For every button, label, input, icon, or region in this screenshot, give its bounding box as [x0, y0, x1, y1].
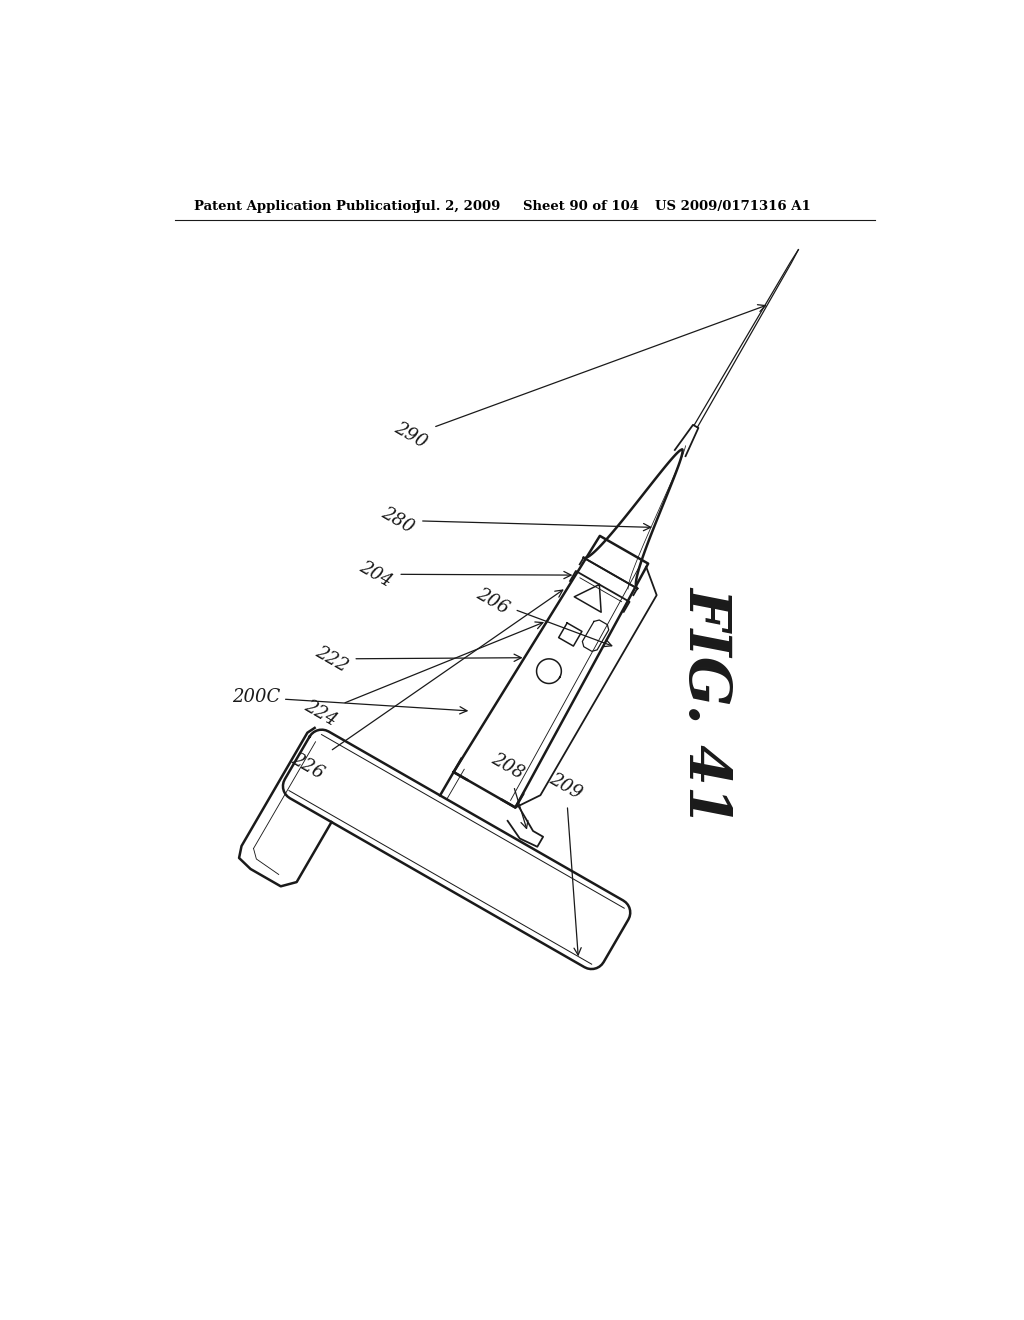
- Text: FIG. 41: FIG. 41: [678, 586, 735, 825]
- Text: 209: 209: [547, 770, 586, 956]
- Text: 280: 280: [378, 504, 650, 537]
- Text: 224: 224: [301, 622, 543, 729]
- Text: 290: 290: [391, 305, 766, 451]
- Text: 206: 206: [473, 585, 611, 647]
- Text: Patent Application Publication: Patent Application Publication: [194, 199, 421, 213]
- Text: Jul. 2, 2009: Jul. 2, 2009: [415, 199, 500, 213]
- Text: 222: 222: [311, 643, 521, 676]
- Text: US 2009/0171316 A1: US 2009/0171316 A1: [655, 199, 811, 213]
- Text: 200C: 200C: [231, 689, 467, 714]
- Text: 204: 204: [356, 558, 571, 590]
- Text: 208: 208: [488, 750, 528, 829]
- Text: Sheet 90 of 104: Sheet 90 of 104: [523, 199, 639, 213]
- Text: 226: 226: [289, 590, 563, 783]
